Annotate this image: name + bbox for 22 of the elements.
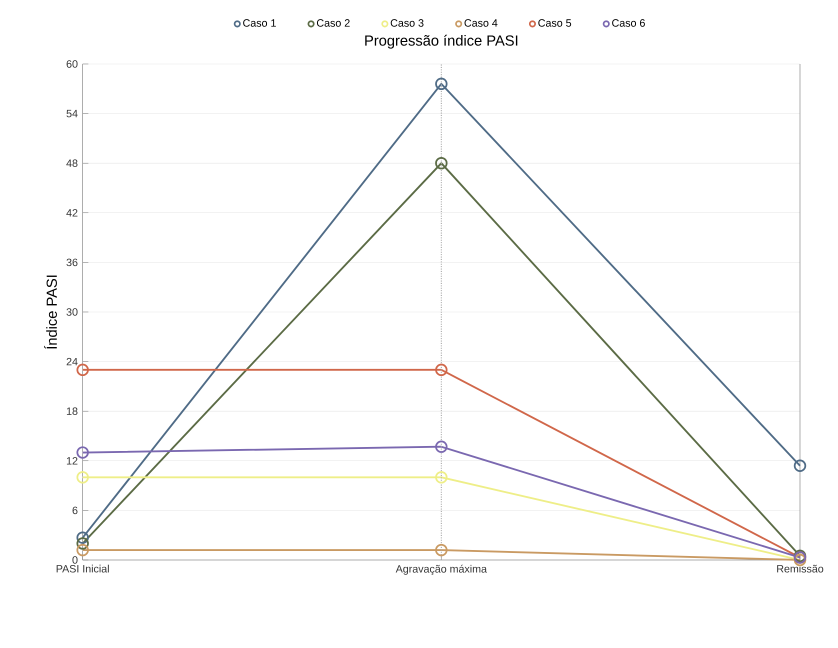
y-tick-label: 36 <box>66 258 78 266</box>
y-tick-label: 24 <box>66 358 78 366</box>
x-tick-label: Agravação máxima <box>396 564 487 575</box>
y-tick-label: 48 <box>66 159 78 167</box>
y-tick-label: 12 <box>66 457 78 465</box>
legend-label: Caso 6 <box>612 19 645 27</box>
legend-label: Caso 1 <box>243 19 276 27</box>
y-tick-label: 42 <box>66 209 78 217</box>
y-tick-label: 0 <box>72 556 78 564</box>
legend-label: Caso 5 <box>538 19 572 27</box>
y-tick-label: 60 <box>66 60 78 68</box>
y-tick-label: 18 <box>66 407 78 415</box>
chart-title: Progressão índice PASI <box>365 34 518 49</box>
y-axis-title: Índice PASI <box>44 276 57 349</box>
legend-label: Caso 3 <box>390 19 424 27</box>
x-tick-label: Remissão <box>777 564 824 573</box>
y-tick-label: 6 <box>72 506 78 514</box>
legend-label: Caso 4 <box>464 19 498 27</box>
y-tick-label: 30 <box>66 308 78 316</box>
legend-label: Caso 2 <box>316 19 350 27</box>
y-tick-label: 54 <box>66 110 78 118</box>
x-tick-label: PASI Inicial <box>56 564 109 573</box>
